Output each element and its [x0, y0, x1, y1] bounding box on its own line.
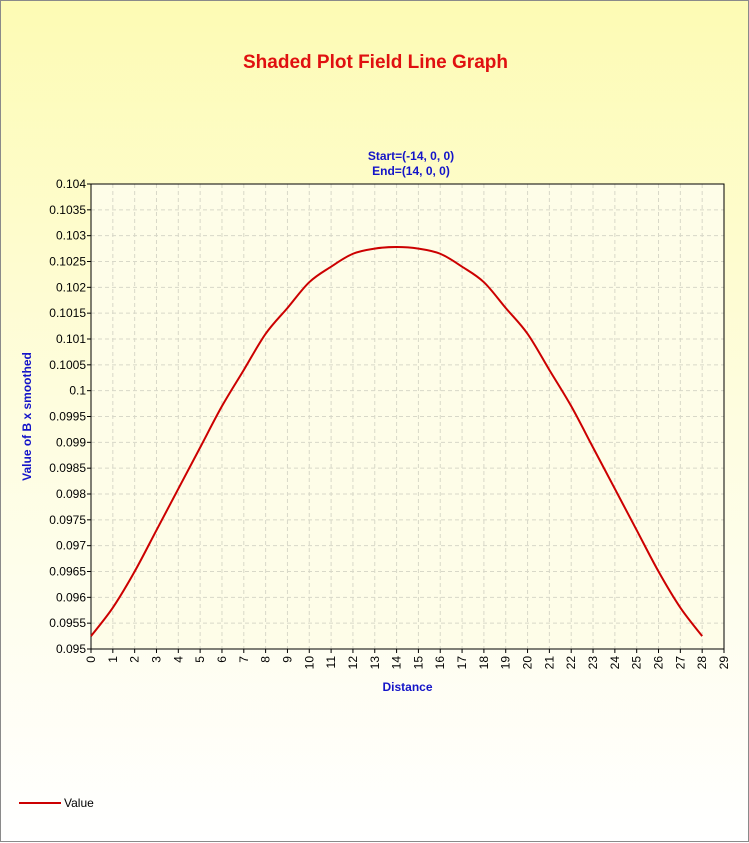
y-tick-label: 0.104: [56, 177, 86, 191]
y-tick-label: 0.099: [56, 435, 86, 449]
x-tick-label: 20: [521, 656, 535, 670]
x-tick-label: 22: [564, 656, 578, 670]
y-tick-label: 0.0995: [49, 410, 86, 424]
x-tick-label: 15: [411, 656, 425, 670]
y-tick-label: 0.1: [69, 384, 86, 398]
x-tick-label: 23: [586, 656, 600, 670]
y-axis-label: Value of B x smoothed: [20, 352, 34, 481]
y-tick-label: 0.0975: [49, 513, 86, 527]
x-tick-label: 5: [193, 656, 207, 663]
x-tick-label: 14: [390, 656, 404, 670]
x-tick-label: 21: [542, 656, 556, 670]
x-tick-label: 7: [237, 656, 251, 663]
subtitle-end-line: End=(14, 0, 0): [372, 164, 450, 178]
x-tick-label: 16: [433, 656, 447, 670]
legend-swatch-value: [19, 802, 61, 804]
x-axis-ticks: 0 1 2 3 4 5 6 7 8 9 10 11 12 13 14 15 16 17 18 19 20 21 22 23 24…: [84, 649, 731, 669]
y-tick-label: 0.096: [56, 590, 86, 604]
y-tick-label: 0.1035: [49, 203, 86, 217]
y-tick-label: 0.1025: [49, 255, 86, 269]
x-tick-label: 13: [368, 656, 382, 670]
x-tick-label: 6: [215, 656, 229, 663]
y-tick-label: 0.102: [56, 280, 86, 294]
x-tick-label: 24: [608, 656, 622, 670]
x-tick-label: 10: [302, 656, 316, 670]
y-tick-label: 0.0985: [49, 461, 86, 475]
chart-title: Shaded Plot Field Line Graph: [243, 52, 508, 73]
x-tick-label: 29: [717, 656, 731, 670]
x-tick-label: 11: [324, 656, 338, 669]
x-tick-label: 9: [280, 656, 294, 663]
y-tick-label: 0.1005: [49, 358, 86, 372]
x-tick-label: 28: [695, 656, 709, 670]
x-tick-label: 8: [259, 656, 273, 663]
y-tick-label: 0.095: [56, 642, 86, 656]
y-tick-label: 0.101: [56, 332, 86, 346]
y-tick-label: 0.098: [56, 487, 86, 501]
y-tick-label: 0.103: [56, 229, 86, 243]
legend-label-value: Value: [64, 796, 94, 810]
x-tick-label: 25: [630, 656, 644, 670]
y-axis-ticks: 0.095 0.0955 0.096 0.0965 0.097 0.0975 0.098 0.…: [49, 177, 91, 656]
series-layer: [90, 246, 703, 637]
series-line-value: [90, 246, 703, 637]
x-tick-label: 4: [171, 656, 185, 663]
x-tick-label: 0: [84, 656, 98, 663]
chart-subtitle: Start=(-14, 0, 0) End=(14, 0, 0): [291, 149, 531, 179]
x-tick-label: 26: [652, 656, 666, 670]
subtitle-start-line: Start=(-14, 0, 0): [367, 149, 455, 163]
x-tick-label: 17: [455, 656, 469, 670]
x-tick-label: 19: [499, 656, 513, 670]
x-tick-label: 18: [477, 656, 491, 670]
x-tick-label: 3: [149, 656, 163, 663]
y-tick-label: 0.1015: [49, 306, 86, 320]
x-axis-label: Distance: [382, 680, 432, 694]
x-tick-label: 2: [128, 656, 142, 663]
x-tick-label: 27: [673, 656, 687, 670]
y-tick-label: 0.0965: [49, 565, 86, 579]
x-tick-label: 1: [106, 656, 120, 663]
y-tick-label: 0.097: [56, 539, 86, 553]
x-tick-label: 12: [346, 656, 360, 670]
y-tick-label: 0.0955: [49, 616, 86, 630]
